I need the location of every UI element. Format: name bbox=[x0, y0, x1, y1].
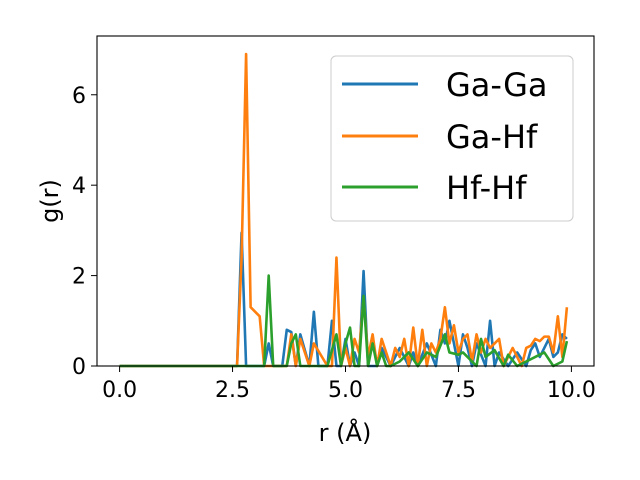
ticks-layer: 0.0 2.5 5.0 7.5 10.0 0 2 4 6 bbox=[72, 84, 596, 403]
legend: Ga-Ga Ga-Hf Hf-Hf bbox=[330, 55, 574, 222]
legend-label-ga-ga: Ga-Ga bbox=[446, 66, 548, 104]
y-tick-label: 2 bbox=[72, 265, 86, 290]
y-tick-label: 6 bbox=[72, 84, 86, 109]
x-tick-label: 5.0 bbox=[328, 378, 363, 403]
legend-label-hf-hf: Hf-Hf bbox=[446, 169, 527, 207]
series-line-hf-hf bbox=[119, 274, 569, 368]
y-tick-label: 0 bbox=[72, 355, 86, 380]
x-tick-label: 7.5 bbox=[441, 378, 476, 403]
x-tick-label: 10.0 bbox=[547, 378, 596, 403]
x-tick-label: 2.5 bbox=[215, 378, 250, 403]
x-axis-label: r (Å) bbox=[319, 418, 372, 447]
x-tick-label: 0.0 bbox=[102, 378, 137, 403]
y-tick-label: 4 bbox=[72, 174, 86, 199]
legend-label-ga-hf: Ga-Hf bbox=[446, 118, 538, 156]
y-axis-label: g(r) bbox=[36, 179, 64, 223]
legend-box bbox=[330, 55, 574, 222]
